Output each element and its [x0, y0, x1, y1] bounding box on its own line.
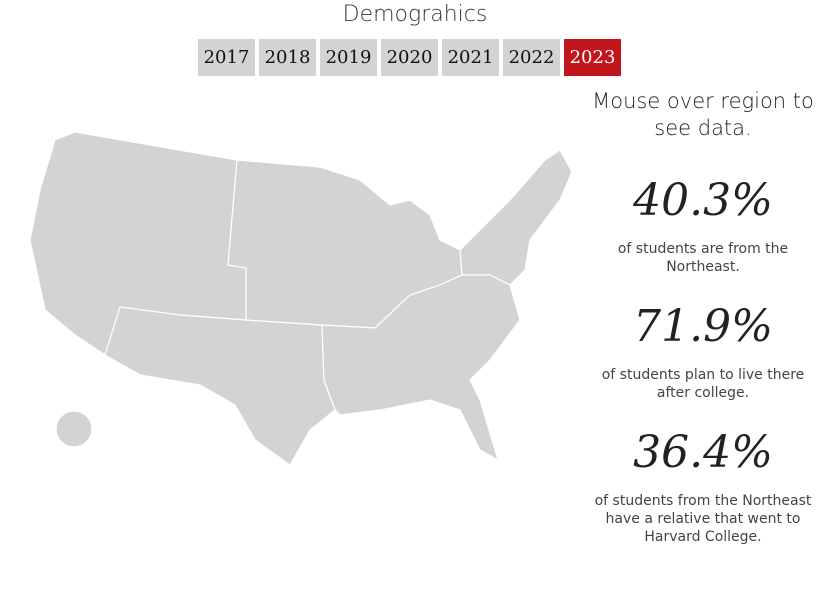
region-other[interactable] [55, 410, 93, 448]
us-map [29, 131, 573, 466]
stat-text: of students are from the Northeast. [617, 241, 789, 275]
stat-value: 71.9% [633, 301, 773, 352]
year-tabs: 2017 2018 2019 2020 2021 2022 2023 [198, 39, 621, 76]
year-tab[interactable]: 2018 [259, 39, 316, 76]
year-tab[interactable]: 2019 [320, 39, 377, 76]
region-northeast[interactable] [459, 149, 573, 286]
stat-value: 36.4% [633, 427, 773, 478]
year-tab[interactable]: 2023 [564, 39, 621, 76]
stat-text: of students plan to live there after col… [601, 367, 805, 401]
prompt: Mouse over region to see data. [592, 89, 814, 140]
stat-text: of students from the Northeast have a re… [594, 493, 812, 545]
year-tab[interactable]: 2017 [198, 39, 255, 76]
year-tab[interactable]: 2021 [442, 39, 499, 76]
stat-value: 40.3% [633, 175, 773, 226]
side-panel: Mouse over region to see data. 40.3% of s… [588, 88, 818, 572]
region-southeast[interactable] [321, 274, 521, 462]
year-tab[interactable]: 2020 [381, 39, 438, 76]
region-southwest[interactable] [104, 306, 336, 466]
year-tab[interactable]: 2022 [503, 39, 560, 76]
title: Demograhics [342, 2, 488, 27]
